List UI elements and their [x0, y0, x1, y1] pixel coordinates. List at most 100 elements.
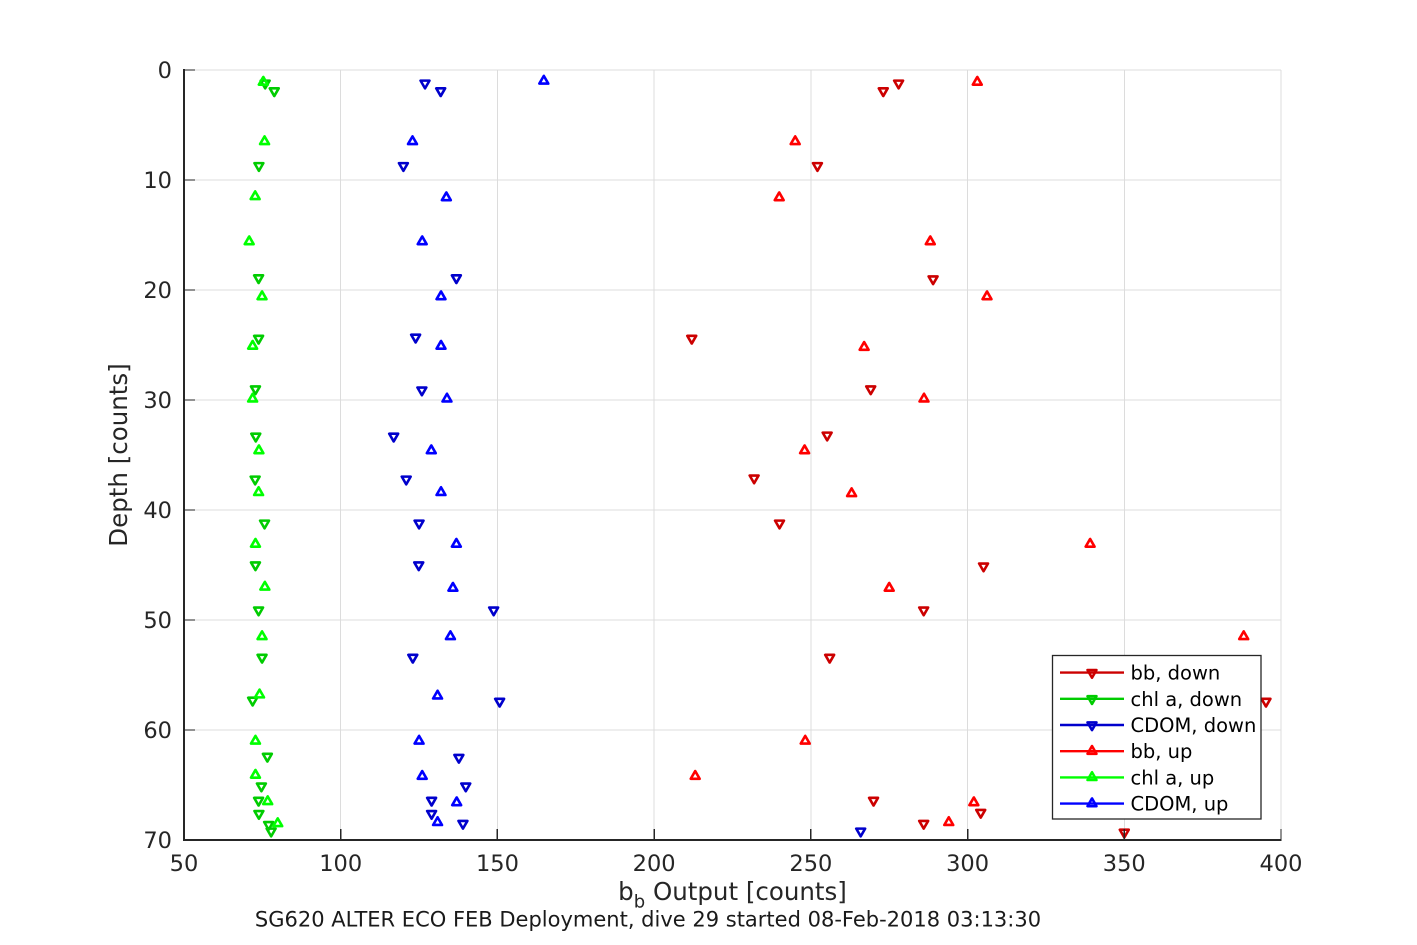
marker-triangle-down — [821, 431, 833, 442]
marker-triangle-up — [249, 190, 261, 201]
y-tick-label: 20 — [143, 278, 172, 304]
marker-triangle-down — [877, 87, 890, 98]
marker-triangle-up — [431, 815, 444, 827]
marker-triangle-up — [249, 537, 262, 548]
marker-triangle-up — [441, 392, 453, 403]
legend-label: bb, up — [1131, 740, 1193, 763]
marker-triangle-up — [246, 392, 259, 403]
marker-triangle-up — [450, 537, 463, 548]
marker-triangle-up — [845, 487, 858, 498]
marker-triangle-up — [968, 796, 980, 807]
series-chl-a-down — [246, 79, 281, 838]
marker-triangle-down — [460, 782, 472, 793]
marker-triangle-up — [798, 444, 811, 455]
y-tick-label: 50 — [143, 608, 172, 634]
y-tick-label: 0 — [158, 58, 172, 84]
marker-triangle-down — [419, 79, 431, 90]
series-cdom-up — [406, 74, 550, 827]
marker-triangle-up — [943, 815, 955, 827]
marker-triangle-up — [799, 734, 811, 745]
marker-triangle-up — [1084, 537, 1096, 548]
marker-triangle-up — [918, 392, 930, 403]
marker-triangle-down — [892, 79, 905, 90]
series-bb-up — [689, 75, 1250, 827]
marker-triangle-up — [256, 290, 268, 301]
marker-triangle-down — [686, 334, 698, 345]
marker-triangle-down — [917, 819, 930, 830]
marker-triangle-down — [258, 519, 271, 530]
marker-triangle-up — [444, 630, 457, 641]
marker-triangle-down — [413, 561, 425, 572]
marker-triangle-down — [927, 275, 939, 286]
marker-triangle-down — [246, 696, 259, 707]
marker-triangle-down — [265, 827, 277, 838]
x-tick-label: 250 — [789, 851, 832, 877]
legend-box — [1051, 654, 1262, 820]
legend-marker-triangle-down — [1086, 721, 1098, 732]
marker-triangle-down — [864, 385, 877, 396]
legend-marker-triangle-up — [1086, 797, 1098, 808]
marker-triangle-up — [538, 74, 550, 85]
y-tick-label: 70 — [143, 828, 172, 854]
y-tick-label: 30 — [143, 388, 172, 414]
y-axis-label: Depth [counts] — [104, 363, 133, 546]
marker-triangle-up — [243, 235, 255, 246]
marker-triangle-up — [773, 191, 785, 202]
marker-triangle-down — [409, 333, 422, 344]
marker-triangle-down — [823, 653, 836, 664]
legend-marker-triangle-up — [1086, 744, 1098, 756]
x-tick-label: 50 — [170, 851, 199, 877]
marker-triangle-up — [271, 817, 284, 828]
marker-triangle-down — [854, 827, 867, 838]
marker-triangle-down — [748, 474, 760, 485]
marker-triangle-down — [425, 796, 438, 807]
marker-triangle-up — [435, 290, 447, 301]
marker-triangle-down — [773, 519, 786, 530]
series-bb-down — [686, 79, 1272, 839]
marker-triangle-up — [257, 75, 270, 86]
marker-triangle-up — [1237, 630, 1250, 641]
marker-triangle-up — [416, 235, 428, 246]
marker-triangle-down — [1260, 697, 1272, 708]
legend-label: bb, down — [1131, 662, 1221, 685]
marker-triangle-up — [253, 444, 265, 455]
marker-triangle-down — [425, 809, 438, 821]
marker-triangle-down — [487, 606, 500, 617]
legend-label: chl a, up — [1131, 766, 1215, 789]
legend-marker-triangle-down — [1086, 694, 1098, 706]
x-tick-label: 400 — [1260, 851, 1303, 877]
series-cdom-down — [387, 79, 867, 838]
marker-triangle-down — [252, 606, 265, 617]
marker-triangle-up — [971, 75, 984, 86]
marker-triangle-down — [400, 475, 412, 486]
marker-triangle-up — [924, 235, 937, 246]
legend-label: CDOM, down — [1131, 714, 1257, 737]
marker-triangle-down — [249, 385, 262, 396]
marker-triangle-up — [406, 135, 419, 146]
marker-triangle-down — [974, 808, 987, 819]
series-chl-a-up — [243, 75, 284, 828]
marker-triangle-up — [435, 339, 447, 350]
marker-triangle-down — [249, 561, 262, 572]
x-tick-label: 200 — [633, 851, 676, 877]
marker-triangle-down — [256, 653, 268, 664]
chart-title: SG620 ALTER ECO FEB Deployment, dive 29 … — [255, 908, 1041, 932]
marker-triangle-down — [252, 796, 265, 807]
legend-marker-triangle-up — [1086, 770, 1098, 782]
marker-triangle-up — [450, 796, 463, 807]
x-tick-label: 300 — [946, 851, 989, 877]
marker-triangle-down — [249, 475, 261, 486]
marker-triangle-up — [256, 630, 268, 641]
marker-triangle-down — [493, 697, 506, 708]
marker-triangle-up — [425, 444, 438, 455]
marker-triangle-down — [261, 752, 274, 763]
marker-triangle-up — [246, 339, 259, 350]
marker-triangle-down — [416, 386, 428, 397]
marker-triangle-up — [981, 290, 993, 301]
marker-triangle-down — [268, 87, 281, 98]
legend-marker-triangle-down — [1086, 668, 1098, 680]
marker-triangle-up — [258, 135, 271, 146]
marker-triangle-up — [249, 768, 262, 779]
marker-triangle-down — [453, 753, 465, 764]
marker-triangle-up — [259, 580, 271, 591]
